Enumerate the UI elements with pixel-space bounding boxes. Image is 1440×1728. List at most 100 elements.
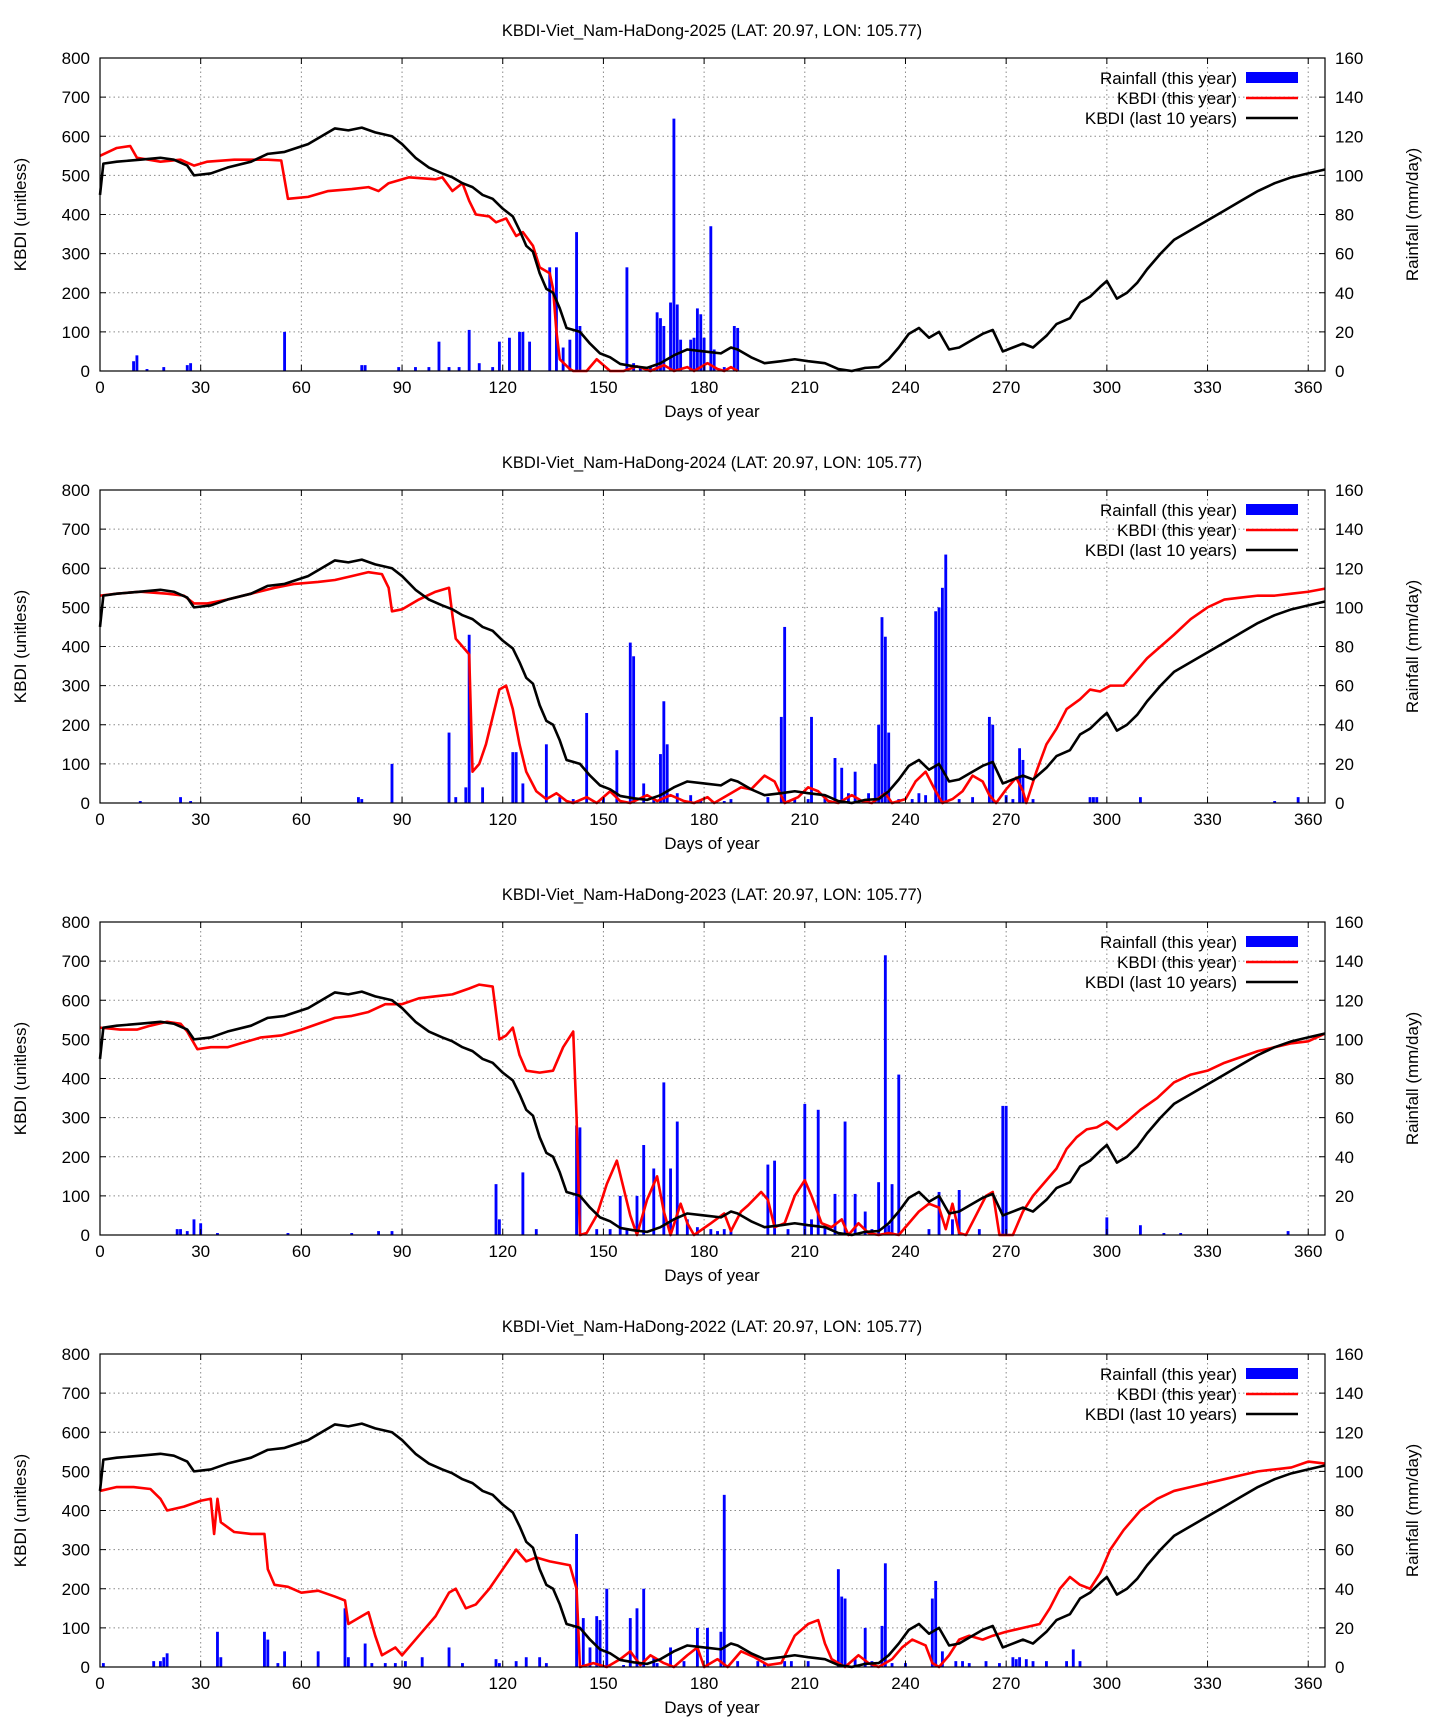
rainfall-bar <box>1011 1657 1015 1667</box>
chart-panel-0: KBDI-Viet_Nam-HaDong-2025 (LAT: 20.97, L… <box>11 22 1422 421</box>
y2-tick-label: 20 <box>1335 323 1354 342</box>
rainfall-bar <box>615 750 619 803</box>
rainfall-bar <box>427 367 431 371</box>
y-tick-label: 800 <box>62 1345 90 1364</box>
rainfall-bar <box>877 1182 881 1235</box>
rainfall-bar <box>357 797 360 803</box>
rainfall-bar <box>189 801 193 803</box>
chart-title: KBDI-Viet_Nam-HaDong-2025 (LAT: 20.97, L… <box>502 22 922 40</box>
rainfall-bar <box>655 1663 659 1667</box>
x-tick-label: 360 <box>1294 1242 1322 1261</box>
y-tick-label: 500 <box>62 166 90 185</box>
legend-label: KBDI (this year) <box>1117 521 1237 540</box>
rainfall-bar <box>538 1657 542 1667</box>
rainfall-bar <box>578 326 582 371</box>
legend-label: KBDI (this year) <box>1117 953 1237 972</box>
x-tick-label: 210 <box>791 378 819 397</box>
rainfall-bar <box>558 797 562 803</box>
rainfall-bar <box>1065 1661 1068 1667</box>
y2-axis-label: Rainfall (mm/day) <box>1403 148 1422 281</box>
y-tick-label: 100 <box>62 1187 90 1206</box>
rainfall-bar <box>464 787 468 803</box>
rainfall-bar <box>420 1657 424 1667</box>
x-tick-label: 330 <box>1193 378 1221 397</box>
y2-tick-label: 140 <box>1335 952 1363 971</box>
x-tick-label: 150 <box>589 810 617 829</box>
y-tick-label: 0 <box>81 362 90 381</box>
rainfall-bar <box>951 1219 954 1235</box>
rainfall-bar <box>162 1657 166 1667</box>
kbdi-this-year-line <box>99 1460 1326 1669</box>
rainfall-bar <box>840 1596 844 1667</box>
x-tick-label: 30 <box>191 1674 210 1693</box>
y-tick-label: 0 <box>81 794 90 813</box>
y-axis-label: KBDI (unitless) <box>11 1454 30 1567</box>
rainfall-bar <box>1024 1659 1028 1667</box>
x-tick-label: 300 <box>1093 1242 1121 1261</box>
rainfall-bar <box>350 1233 354 1235</box>
legend-label: Rainfall (this year) <box>1100 933 1237 952</box>
rainfall-bar <box>689 795 693 803</box>
y-tick-label: 800 <box>62 481 90 500</box>
y-tick-label: 300 <box>62 677 90 696</box>
y-tick-label: 700 <box>62 520 90 539</box>
rainfall-bar <box>608 1229 612 1235</box>
rainfall-bar <box>625 1229 629 1235</box>
rainfall-bar <box>370 1663 374 1667</box>
rainfall-bar <box>665 744 669 803</box>
rainfall-bar <box>514 1661 518 1667</box>
x-tick-label: 270 <box>992 378 1020 397</box>
rainfall-bar <box>457 367 461 371</box>
rainfall-bar <box>414 367 417 371</box>
rainfall-bar <box>675 1121 679 1235</box>
rainfall-bar <box>179 1229 182 1235</box>
rainfall-bar <box>635 1195 639 1236</box>
rainfall-bar <box>1045 1661 1048 1667</box>
rainfall-bar <box>810 1219 813 1235</box>
chart-panel-2: KBDI-Viet_Nam-HaDong-2023 (LAT: 20.97, L… <box>11 886 1422 1285</box>
rainfall-bar <box>189 363 193 371</box>
rainfall-bar <box>1138 1225 1142 1235</box>
y2-tick-label: 40 <box>1335 1148 1354 1167</box>
rainfall-bar <box>437 341 441 371</box>
rainfall-bar <box>937 607 941 804</box>
rainfall-bar <box>806 1661 810 1667</box>
x-tick-label: 60 <box>292 1242 311 1261</box>
y2-tick-label: 20 <box>1335 755 1354 774</box>
y2-tick-label: 160 <box>1335 913 1363 932</box>
y2-tick-label: 60 <box>1335 1109 1354 1128</box>
rainfall-bar <box>709 226 713 371</box>
y-tick-label: 800 <box>62 49 90 68</box>
rainfall-bar <box>497 341 501 371</box>
rainfall-bar <box>635 1608 639 1667</box>
x-tick-label: 30 <box>191 1242 210 1261</box>
y-tick-label: 100 <box>62 1619 90 1638</box>
rainfall-bar <box>669 1647 672 1667</box>
rainfall-bar <box>283 1651 287 1667</box>
y-tick-label: 400 <box>62 1502 90 1521</box>
grid-lines <box>100 1354 1325 1667</box>
rainfall-bar <box>518 331 521 372</box>
rainfall-bar <box>467 329 471 371</box>
y-tick-label: 700 <box>62 1384 90 1403</box>
rainfall-bar <box>216 1233 219 1235</box>
y2-tick-label: 100 <box>1335 1462 1363 1481</box>
x-tick-label: 30 <box>191 810 210 829</box>
y-tick-label: 0 <box>81 1658 90 1677</box>
rainfall-bar <box>346 1657 350 1667</box>
axis-ticks: 0 30 60 90 120 150 180 210 240 270 300 330 360 0 100 20… <box>62 913 1364 1261</box>
y2-axis-label: Rainfall (mm/day) <box>1403 580 1422 713</box>
rainfall-bar <box>877 724 881 803</box>
y-tick-label: 600 <box>62 1423 90 1442</box>
rainfall-bar <box>1088 797 1092 803</box>
rainfall-bars <box>132 118 740 372</box>
rainfall-bars <box>175 955 1290 1236</box>
rainfall-bar <box>461 1663 464 1667</box>
rainfall-bar <box>897 1074 901 1235</box>
rainfall-bar <box>605 1588 609 1667</box>
legend-label: KBDI (last 10 years) <box>1085 1405 1237 1424</box>
rainfall-bar <box>823 1225 827 1235</box>
kbdi-this-year-line <box>99 144 739 373</box>
y-tick-label: 500 <box>62 1462 90 1481</box>
rainfall-bar <box>403 1661 407 1667</box>
